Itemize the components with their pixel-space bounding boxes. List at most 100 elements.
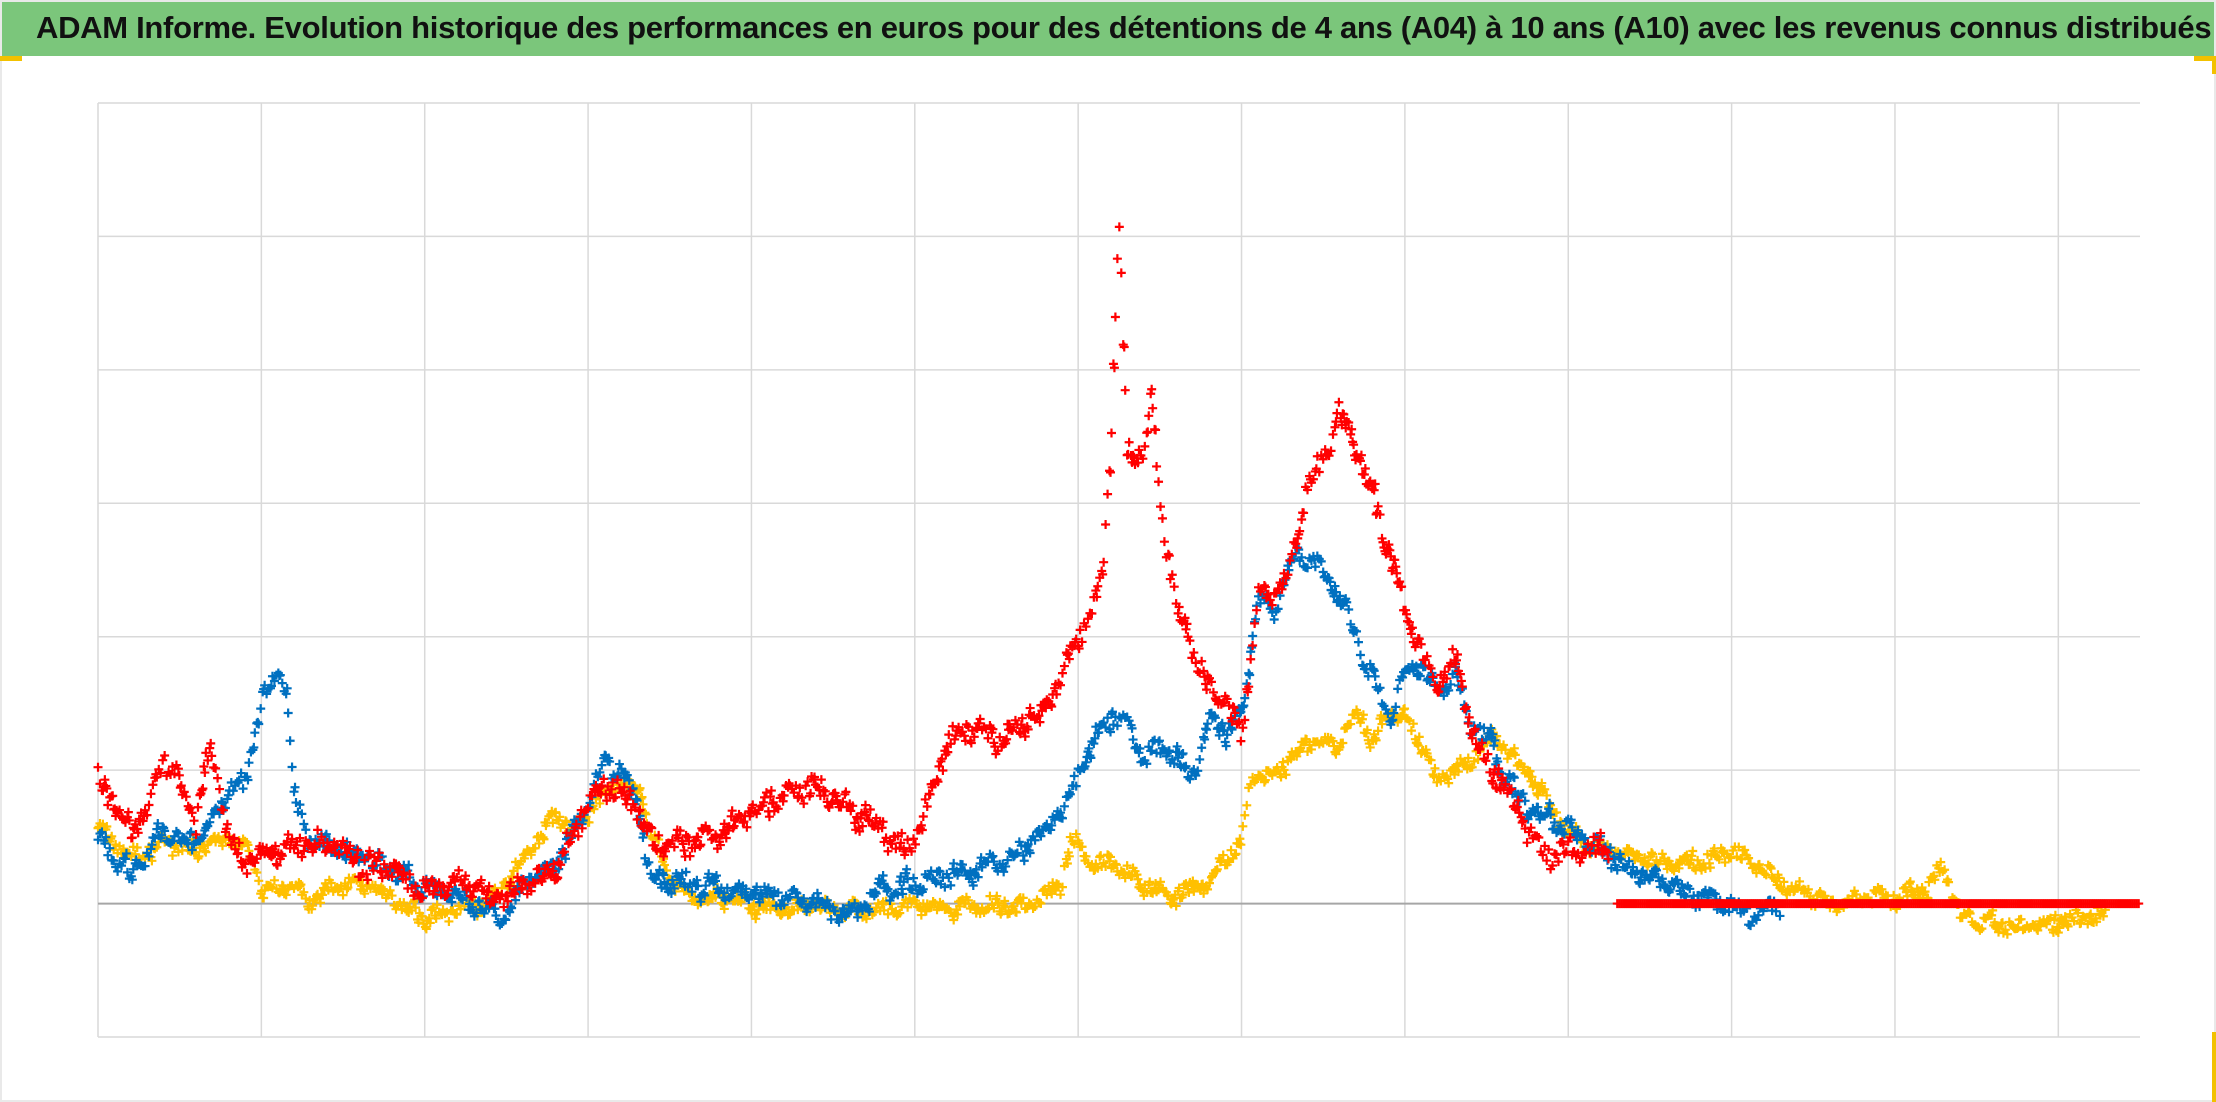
data-point	[1414, 634, 1424, 644]
data-point	[1342, 597, 1352, 607]
data-marks	[93, 222, 2144, 939]
data-point	[1612, 865, 1622, 875]
data-point	[1375, 510, 1385, 520]
data-point	[1426, 755, 1436, 765]
data-point	[1408, 719, 1418, 729]
data-point	[1518, 789, 1528, 799]
data-point	[1077, 842, 1087, 852]
data-point	[920, 794, 930, 804]
data-point	[1052, 689, 1062, 699]
data-point	[1056, 890, 1066, 900]
data-point	[1534, 832, 1544, 842]
data-point	[2000, 925, 2010, 935]
data-point	[176, 781, 186, 791]
data-point	[102, 783, 112, 793]
data-point	[2050, 910, 2060, 920]
data-point	[1148, 403, 1158, 413]
data-point	[975, 714, 985, 724]
data-point	[130, 819, 140, 829]
data-point	[123, 807, 133, 817]
data-point	[910, 839, 920, 849]
data-point	[205, 817, 215, 827]
data-point	[1446, 679, 1456, 689]
data-point	[431, 913, 441, 923]
data-point	[421, 924, 431, 934]
data-point	[908, 834, 918, 844]
data-point	[1518, 816, 1528, 826]
data-point	[940, 882, 950, 892]
data-point	[1240, 693, 1250, 703]
data-point	[1358, 710, 1368, 720]
data-point	[638, 799, 648, 809]
data-point	[101, 832, 111, 842]
data-point	[1393, 684, 1403, 694]
data-point	[896, 872, 906, 882]
data-point	[1537, 778, 1547, 788]
data-point	[1977, 924, 1987, 934]
data-point	[121, 848, 131, 858]
data-point	[1273, 604, 1283, 614]
data-point	[167, 836, 177, 846]
data-point	[1283, 570, 1293, 580]
data-point	[240, 859, 250, 869]
data-point	[1171, 901, 1181, 911]
data-point	[105, 843, 115, 853]
data-point	[700, 890, 710, 900]
data-point	[1414, 732, 1424, 742]
data-point	[2016, 914, 2026, 924]
data-point	[198, 784, 208, 794]
corner-accent-top-left	[0, 56, 22, 61]
data-point	[1559, 829, 1569, 839]
data-point	[850, 898, 860, 908]
data-point	[1025, 703, 1035, 713]
data-point	[285, 736, 295, 746]
data-point	[1167, 570, 1177, 580]
data-point	[2086, 909, 2096, 919]
data-point	[1155, 502, 1165, 512]
data-point	[1338, 738, 1348, 748]
data-point	[918, 884, 928, 894]
data-point	[103, 800, 113, 810]
data-point	[262, 689, 272, 699]
data-point	[526, 850, 536, 860]
data-point	[935, 867, 945, 877]
data-point	[427, 875, 437, 885]
data-point	[1147, 746, 1157, 756]
data-point	[896, 838, 906, 848]
data-point	[1248, 631, 1258, 641]
data-point	[338, 890, 348, 900]
data-point	[605, 757, 615, 767]
data-point	[1200, 734, 1210, 744]
data-point	[779, 900, 789, 910]
data-point	[1724, 907, 1734, 917]
data-point	[203, 755, 213, 765]
data-point	[1090, 733, 1100, 743]
data-point	[983, 733, 993, 743]
data-point	[179, 787, 189, 797]
data-point	[1106, 467, 1116, 477]
data-point	[1231, 849, 1241, 859]
data-point	[1071, 634, 1081, 644]
data-point	[454, 865, 464, 875]
data-point	[297, 852, 307, 862]
data-point	[228, 786, 238, 796]
data-point	[334, 849, 344, 859]
data-point	[773, 888, 783, 898]
data-point	[1147, 384, 1157, 394]
data-point	[1444, 685, 1454, 695]
data-point	[1178, 748, 1188, 758]
data-point	[287, 762, 297, 772]
data-point	[1246, 654, 1256, 664]
data-point	[1410, 642, 1420, 652]
data-point	[1047, 702, 1057, 712]
data-point	[763, 883, 773, 893]
data-point	[201, 847, 211, 857]
data-point	[124, 815, 134, 825]
data-point	[452, 909, 462, 919]
data-point	[1087, 608, 1097, 618]
data-point	[864, 816, 874, 826]
data-point	[1392, 568, 1402, 578]
data-point	[1448, 644, 1458, 654]
data-point	[773, 804, 783, 814]
data-point	[1234, 717, 1244, 727]
